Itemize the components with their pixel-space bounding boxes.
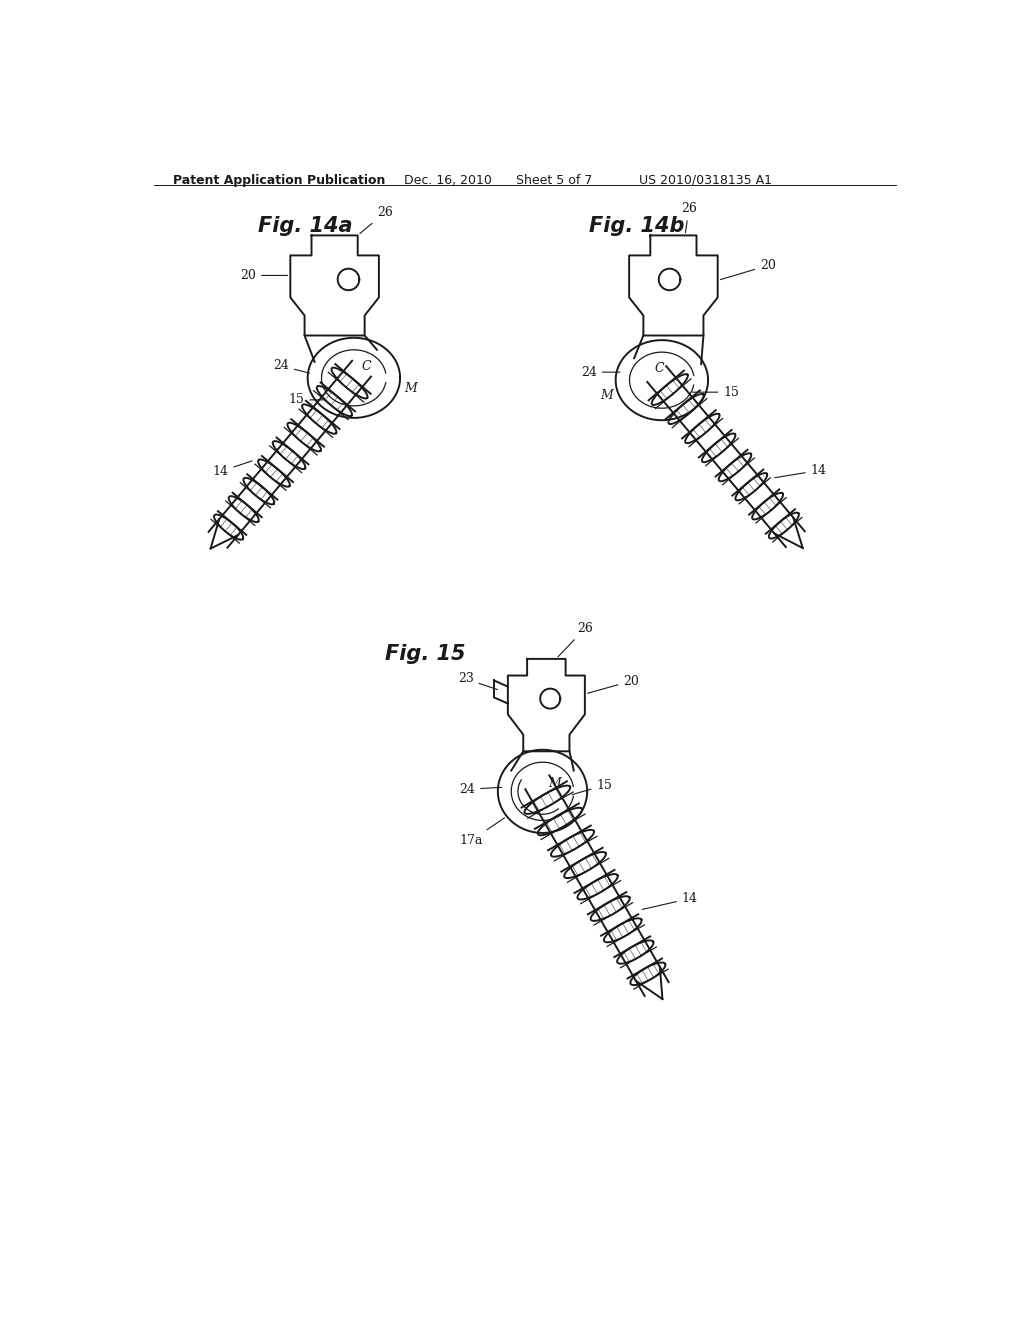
Text: 15: 15 [289,393,324,407]
Text: M: M [403,381,417,395]
Text: 14: 14 [642,892,697,909]
Text: 26: 26 [681,202,697,232]
Text: C: C [361,360,371,374]
Text: 20: 20 [720,259,776,280]
Text: Fig. 14b: Fig. 14b [589,216,684,236]
Text: Patent Application Publication: Patent Application Publication [173,174,385,187]
Text: 24: 24 [460,783,502,796]
Text: C: C [654,363,664,375]
Text: Dec. 16, 2010: Dec. 16, 2010 [403,174,492,187]
Text: 20: 20 [588,675,639,693]
Text: Sheet 5 of 7: Sheet 5 of 7 [515,174,592,187]
Text: Fig. 14a: Fig. 14a [258,216,352,236]
Text: US 2010/0318135 A1: US 2010/0318135 A1 [639,174,772,187]
Text: 24: 24 [581,366,620,379]
Text: M: M [549,777,561,791]
Text: 20: 20 [241,269,288,282]
Text: 17a: 17a [460,818,505,847]
Text: 15: 15 [692,385,739,399]
Text: 26: 26 [359,206,393,234]
Text: 15: 15 [572,779,612,795]
Text: M: M [600,389,613,403]
Text: 14: 14 [212,461,252,478]
Text: 14: 14 [775,463,826,478]
Text: Fig. 15: Fig. 15 [385,644,465,664]
Text: 24: 24 [273,359,309,374]
Text: 26: 26 [558,622,593,657]
Text: 23: 23 [458,672,498,689]
